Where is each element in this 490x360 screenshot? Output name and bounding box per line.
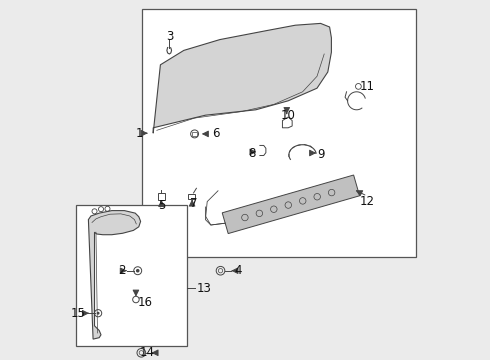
Text: 16: 16 xyxy=(137,296,152,309)
Bar xyxy=(158,193,165,200)
Circle shape xyxy=(97,312,99,315)
Bar xyxy=(189,194,195,199)
Circle shape xyxy=(136,269,140,273)
Polygon shape xyxy=(153,23,331,133)
Text: 9: 9 xyxy=(317,148,324,161)
Bar xyxy=(193,132,197,136)
Bar xyxy=(76,205,187,346)
Text: 11: 11 xyxy=(360,80,375,93)
Polygon shape xyxy=(222,175,360,234)
Bar xyxy=(143,9,416,257)
Polygon shape xyxy=(88,211,141,339)
Text: 2: 2 xyxy=(118,264,125,277)
Text: 15: 15 xyxy=(71,307,86,320)
Text: 10: 10 xyxy=(281,109,295,122)
Text: 7: 7 xyxy=(190,197,197,210)
Text: 4: 4 xyxy=(234,264,242,277)
Text: 13: 13 xyxy=(196,282,211,294)
Text: 6: 6 xyxy=(212,127,220,140)
Text: 8: 8 xyxy=(248,147,256,159)
Text: 12: 12 xyxy=(360,195,375,208)
Text: 3: 3 xyxy=(166,30,173,42)
Text: 1: 1 xyxy=(136,127,144,140)
Text: 14: 14 xyxy=(139,346,154,359)
Text: 5: 5 xyxy=(158,199,165,212)
